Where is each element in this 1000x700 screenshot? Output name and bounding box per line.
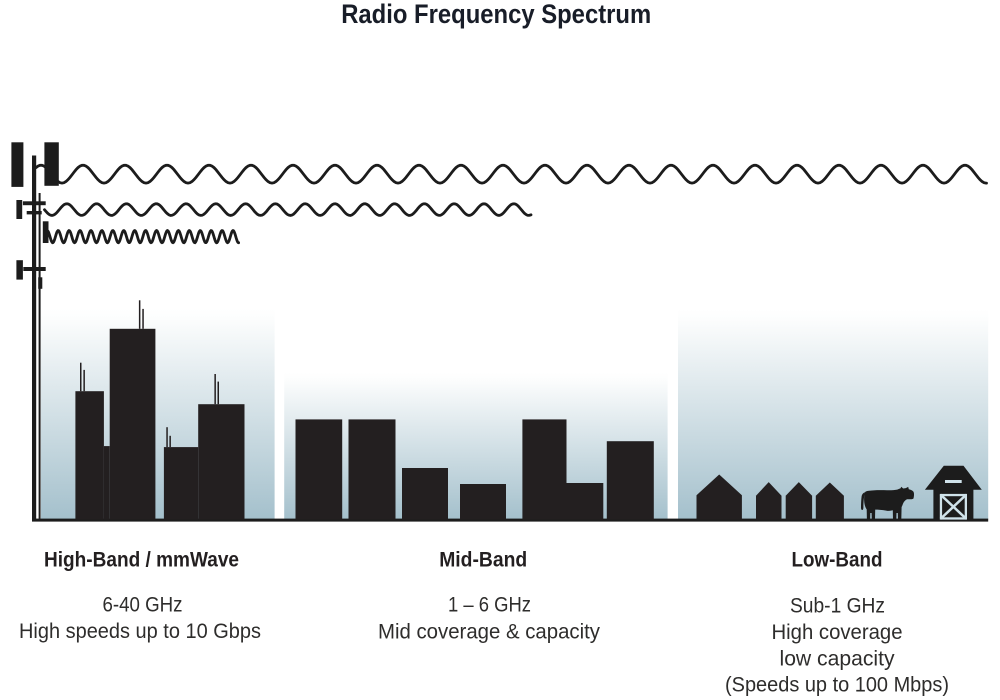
svg-text:High coverage: High coverage bbox=[772, 620, 903, 644]
svg-text:High-Band / mmWave: High-Band / mmWave bbox=[44, 548, 239, 572]
svg-text:Mid coverage & capacity: Mid coverage & capacity bbox=[378, 620, 600, 644]
svg-text:High speeds up to 10 Gbps: High speeds up to 10 Gbps bbox=[19, 619, 261, 643]
svg-text:1 – 6 GHz: 1 – 6 GHz bbox=[448, 593, 531, 617]
svg-text:6-40 GHz: 6-40 GHz bbox=[103, 593, 183, 617]
svg-text:Radio Frequency Spectrum: Radio Frequency Spectrum bbox=[341, 0, 651, 29]
svg-text:Mid-Band: Mid-Band bbox=[439, 548, 527, 572]
svg-text:Sub-1 GHz: Sub-1 GHz bbox=[790, 594, 885, 618]
svg-text:Low-Band: Low-Band bbox=[792, 548, 883, 572]
svg-text:(Speeds up to 100 Mbps): (Speeds up to 100 Mbps) bbox=[725, 673, 949, 697]
svg-text:low capacity: low capacity bbox=[780, 647, 895, 671]
